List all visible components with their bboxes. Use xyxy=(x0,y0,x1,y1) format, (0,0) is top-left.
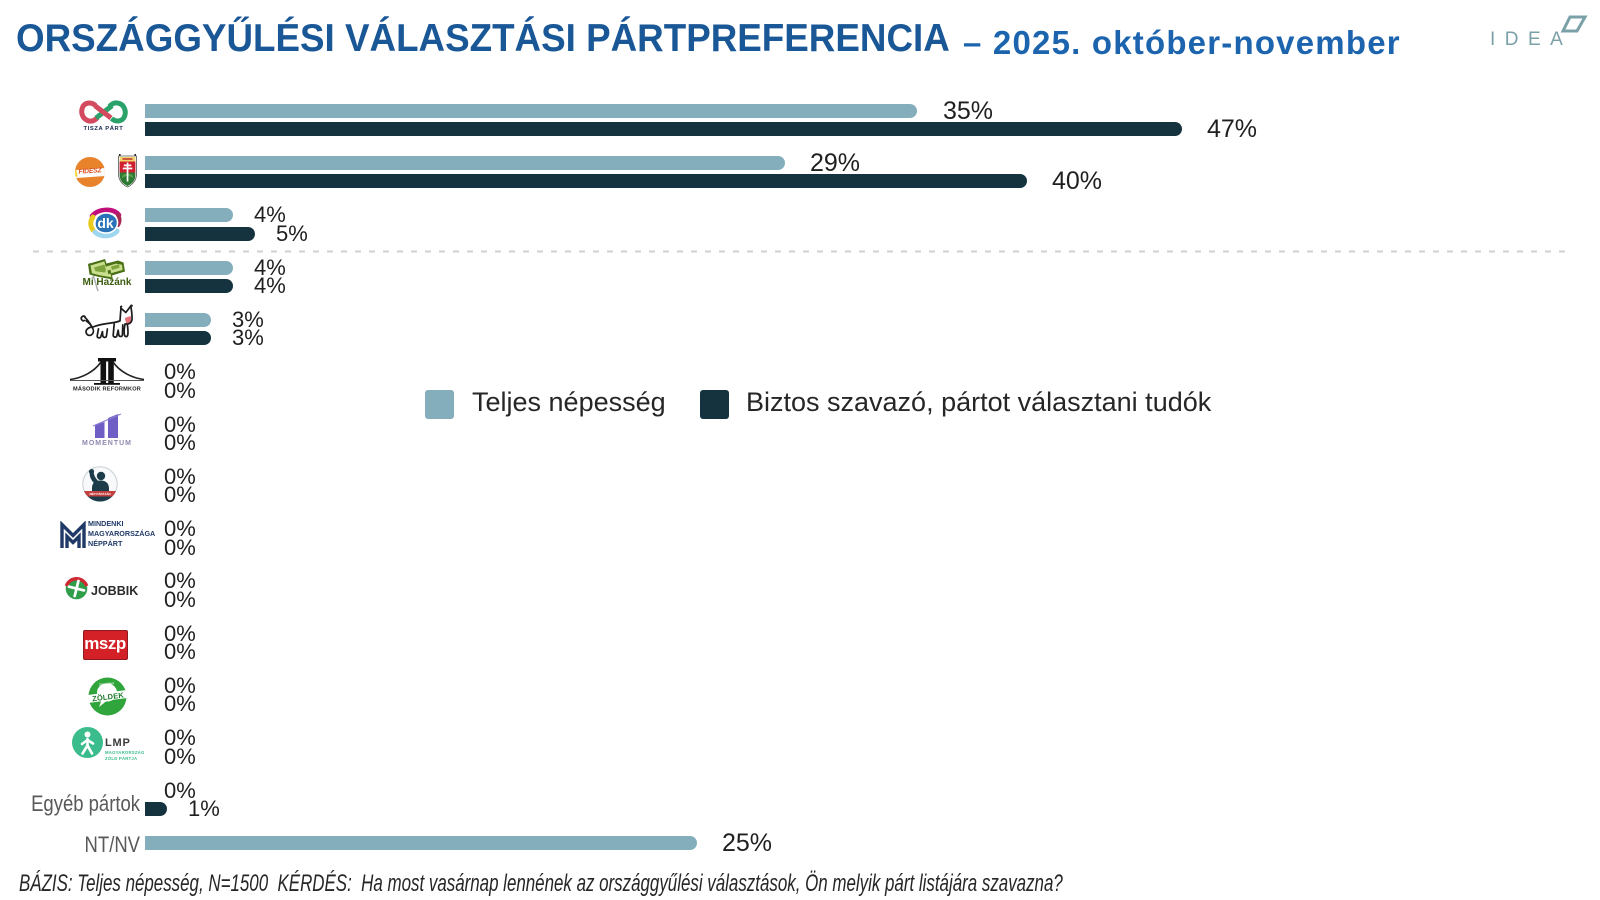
svg-text:ZÖLDEK: ZÖLDEK xyxy=(92,690,125,703)
svg-text:NÉP PÁRTJÁN: NÉP PÁRTJÁN xyxy=(89,491,110,496)
svg-text:Zöldekkel: Zöldekkel xyxy=(99,681,114,687)
svg-text:dk: dk xyxy=(97,215,114,231)
svg-text:MÁSODIK REFORMKOR: MÁSODIK REFORMKOR xyxy=(73,386,141,393)
